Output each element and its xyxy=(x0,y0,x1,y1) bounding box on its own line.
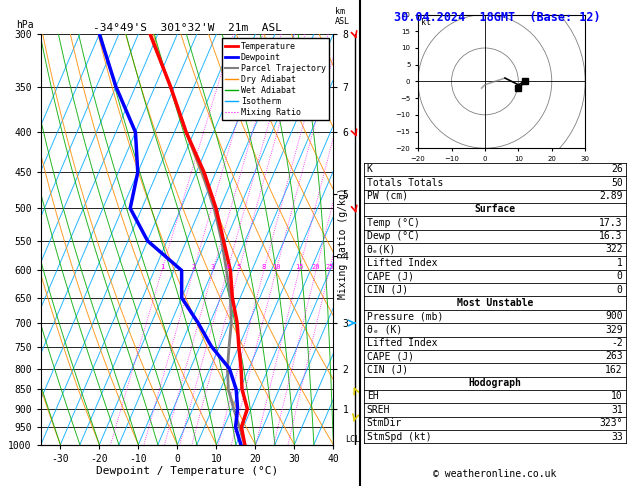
Text: 162: 162 xyxy=(605,364,623,375)
Text: Lifted Index: Lifted Index xyxy=(367,338,437,348)
Text: Hodograph: Hodograph xyxy=(468,378,521,388)
Text: PW (cm): PW (cm) xyxy=(367,191,408,201)
Text: 50: 50 xyxy=(611,177,623,188)
Text: 3: 3 xyxy=(211,264,215,270)
Text: 33: 33 xyxy=(611,432,623,442)
Text: 329: 329 xyxy=(605,325,623,335)
Text: Dewp (°C): Dewp (°C) xyxy=(367,231,420,241)
Text: 10: 10 xyxy=(611,392,623,401)
Text: 10: 10 xyxy=(272,264,281,270)
Text: StmSpd (kt): StmSpd (kt) xyxy=(367,432,431,442)
Text: Temp (°C): Temp (°C) xyxy=(367,218,420,228)
Text: 17.3: 17.3 xyxy=(599,218,623,228)
Text: 2: 2 xyxy=(191,264,196,270)
Text: 0: 0 xyxy=(617,285,623,295)
Text: 20: 20 xyxy=(312,264,320,270)
Legend: Temperature, Dewpoint, Parcel Trajectory, Dry Adiabat, Wet Adiabat, Isotherm, Mi: Temperature, Dewpoint, Parcel Trajectory… xyxy=(221,38,329,121)
Text: CAPE (J): CAPE (J) xyxy=(367,351,414,362)
Text: 4: 4 xyxy=(225,264,230,270)
Text: Mixing Ratio (g/kg): Mixing Ratio (g/kg) xyxy=(338,187,348,299)
Text: 30.04.2024  18GMT  (Base: 12): 30.04.2024 18GMT (Base: 12) xyxy=(394,11,600,24)
Text: -2: -2 xyxy=(611,338,623,348)
Text: 25: 25 xyxy=(325,264,333,270)
Text: 1: 1 xyxy=(617,258,623,268)
Text: 31: 31 xyxy=(611,405,623,415)
Text: Pressure (mb): Pressure (mb) xyxy=(367,312,443,321)
Text: CAPE (J): CAPE (J) xyxy=(367,271,414,281)
Text: Most Unstable: Most Unstable xyxy=(457,298,533,308)
Text: θₑ (K): θₑ (K) xyxy=(367,325,402,335)
Text: K: K xyxy=(367,164,372,174)
Text: CIN (J): CIN (J) xyxy=(367,285,408,295)
Text: CIN (J): CIN (J) xyxy=(367,364,408,375)
Text: 2.89: 2.89 xyxy=(599,191,623,201)
Text: 0: 0 xyxy=(617,271,623,281)
Text: Lifted Index: Lifted Index xyxy=(367,258,437,268)
Text: km
ASL: km ASL xyxy=(335,7,350,26)
Text: StmDir: StmDir xyxy=(367,418,402,428)
Text: 26: 26 xyxy=(611,164,623,174)
Text: 900: 900 xyxy=(605,312,623,321)
Text: © weatheronline.co.uk: © weatheronline.co.uk xyxy=(433,469,557,479)
Text: Surface: Surface xyxy=(474,204,515,214)
Text: hPa: hPa xyxy=(16,20,33,30)
Text: 16.3: 16.3 xyxy=(599,231,623,241)
Text: 323°: 323° xyxy=(599,418,623,428)
Text: 263: 263 xyxy=(605,351,623,362)
Text: 8: 8 xyxy=(262,264,266,270)
X-axis label: Dewpoint / Temperature (°C): Dewpoint / Temperature (°C) xyxy=(96,467,278,476)
Text: 322: 322 xyxy=(605,244,623,255)
Text: θₑ(K): θₑ(K) xyxy=(367,244,396,255)
Text: 1: 1 xyxy=(160,264,164,270)
Text: Totals Totals: Totals Totals xyxy=(367,177,443,188)
Text: kt: kt xyxy=(421,17,431,27)
Title: -34°49'S  301°32'W  21m  ASL: -34°49'S 301°32'W 21m ASL xyxy=(92,23,282,33)
Text: LCL: LCL xyxy=(345,435,360,444)
Text: 15: 15 xyxy=(295,264,303,270)
Text: 5: 5 xyxy=(237,264,241,270)
Text: SREH: SREH xyxy=(367,405,390,415)
Text: EH: EH xyxy=(367,392,379,401)
